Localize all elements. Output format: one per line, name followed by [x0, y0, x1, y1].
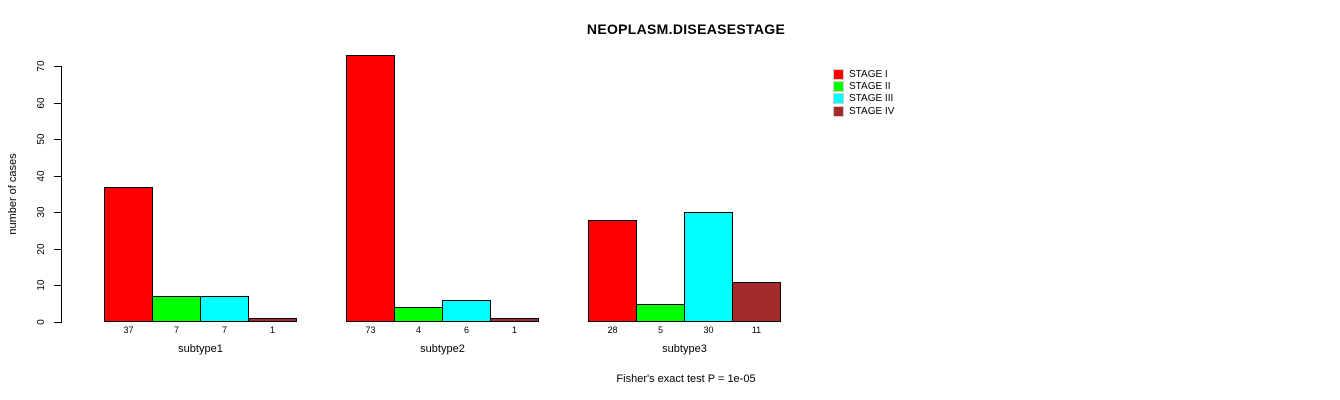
bar-stage-iv-subtype2 — [490, 318, 539, 322]
y-axis-tick — [54, 248, 61, 250]
y-tick-label-10: 10 — [36, 279, 47, 291]
legend-item-stage-iii: STAGE III — [833, 93, 894, 105]
bar-stage-ii-subtype3 — [636, 303, 685, 322]
y-tick-label-20: 20 — [36, 243, 47, 255]
bar-value-stage-i-subtype3: 28 — [607, 325, 618, 335]
bar-stage-iv-subtype1 — [248, 318, 297, 322]
y-tick-label-40: 40 — [36, 170, 47, 182]
x-category-label-subtype1: subtype1 — [178, 343, 223, 355]
y-tick-label-70: 70 — [36, 60, 47, 72]
bar-value-stage-i-subtype1: 37 — [123, 325, 134, 335]
legend-label: STAGE IV — [849, 105, 895, 117]
bar-stage-i-subtype2 — [346, 55, 395, 322]
legend-item-stage-i: STAGE I — [833, 68, 894, 80]
bar-value-stage-iii-subtype2: 6 — [463, 325, 469, 335]
bar-value-stage-iv-subtype1: 1 — [269, 325, 275, 335]
legend: STAGE I STAGE II STAGE III STAGE IV — [833, 68, 894, 117]
y-axis-tick — [54, 66, 61, 67]
x-category-label-subtype2: subtype2 — [420, 343, 465, 355]
bar-value-stage-i-subtype2: 73 — [365, 325, 376, 335]
bar-stage-ii-subtype2 — [394, 307, 443, 322]
bar-value-stage-ii-subtype2: 4 — [415, 325, 421, 335]
legend-swatch-icon — [833, 93, 844, 105]
bar-stage-i-subtype1 — [104, 186, 153, 322]
y-tick-label-30: 30 — [36, 206, 47, 218]
x-category-label-subtype3: subtype3 — [662, 343, 707, 355]
bar-value-stage-iii-subtype1: 7 — [221, 325, 227, 335]
chart-title: NEOPLASM.DISEASESTAGE — [586, 21, 786, 37]
y-axis-tick — [54, 285, 61, 287]
bar-stage-iv-subtype3 — [732, 281, 781, 322]
bar-value-stage-iv-subtype3: 11 — [751, 325, 762, 335]
legend-swatch-icon — [833, 105, 844, 117]
bar-stage-ii-subtype1 — [152, 296, 201, 322]
legend-swatch-icon — [833, 80, 844, 92]
bar-stage-iii-subtype2 — [442, 300, 491, 322]
bar-stage-iii-subtype3 — [684, 212, 733, 322]
bar-stage-iii-subtype1 — [200, 296, 249, 322]
y-tick-label-60: 60 — [36, 97, 47, 109]
legend-item-stage-iv: STAGE IV — [833, 105, 894, 117]
chart-caption: Fisher's exact test P = 1e-05 — [616, 373, 756, 385]
y-axis-tick — [54, 212, 61, 214]
y-tick-label-50: 50 — [36, 133, 47, 145]
y-axis-line — [61, 66, 62, 323]
legend-label: STAGE I — [849, 68, 888, 80]
legend-item-stage-ii: STAGE II — [833, 80, 894, 92]
y-axis-tick — [54, 139, 61, 141]
legend-label: STAGE II — [849, 80, 891, 92]
y-tick-label-0: 0 — [36, 319, 47, 325]
y-axis-tick — [54, 322, 61, 323]
bar-value-stage-iv-subtype2: 1 — [511, 325, 517, 335]
y-axis-tick — [54, 175, 61, 177]
bar-value-stage-ii-subtype3: 5 — [657, 325, 663, 335]
y-axis-tick — [54, 102, 61, 104]
bar-stage-i-subtype3 — [588, 219, 637, 322]
legend-swatch-icon — [833, 68, 844, 80]
legend-label: STAGE III — [849, 93, 894, 105]
bar-value-stage-ii-subtype1: 7 — [173, 325, 179, 335]
bar-value-stage-iii-subtype3: 30 — [703, 325, 714, 335]
